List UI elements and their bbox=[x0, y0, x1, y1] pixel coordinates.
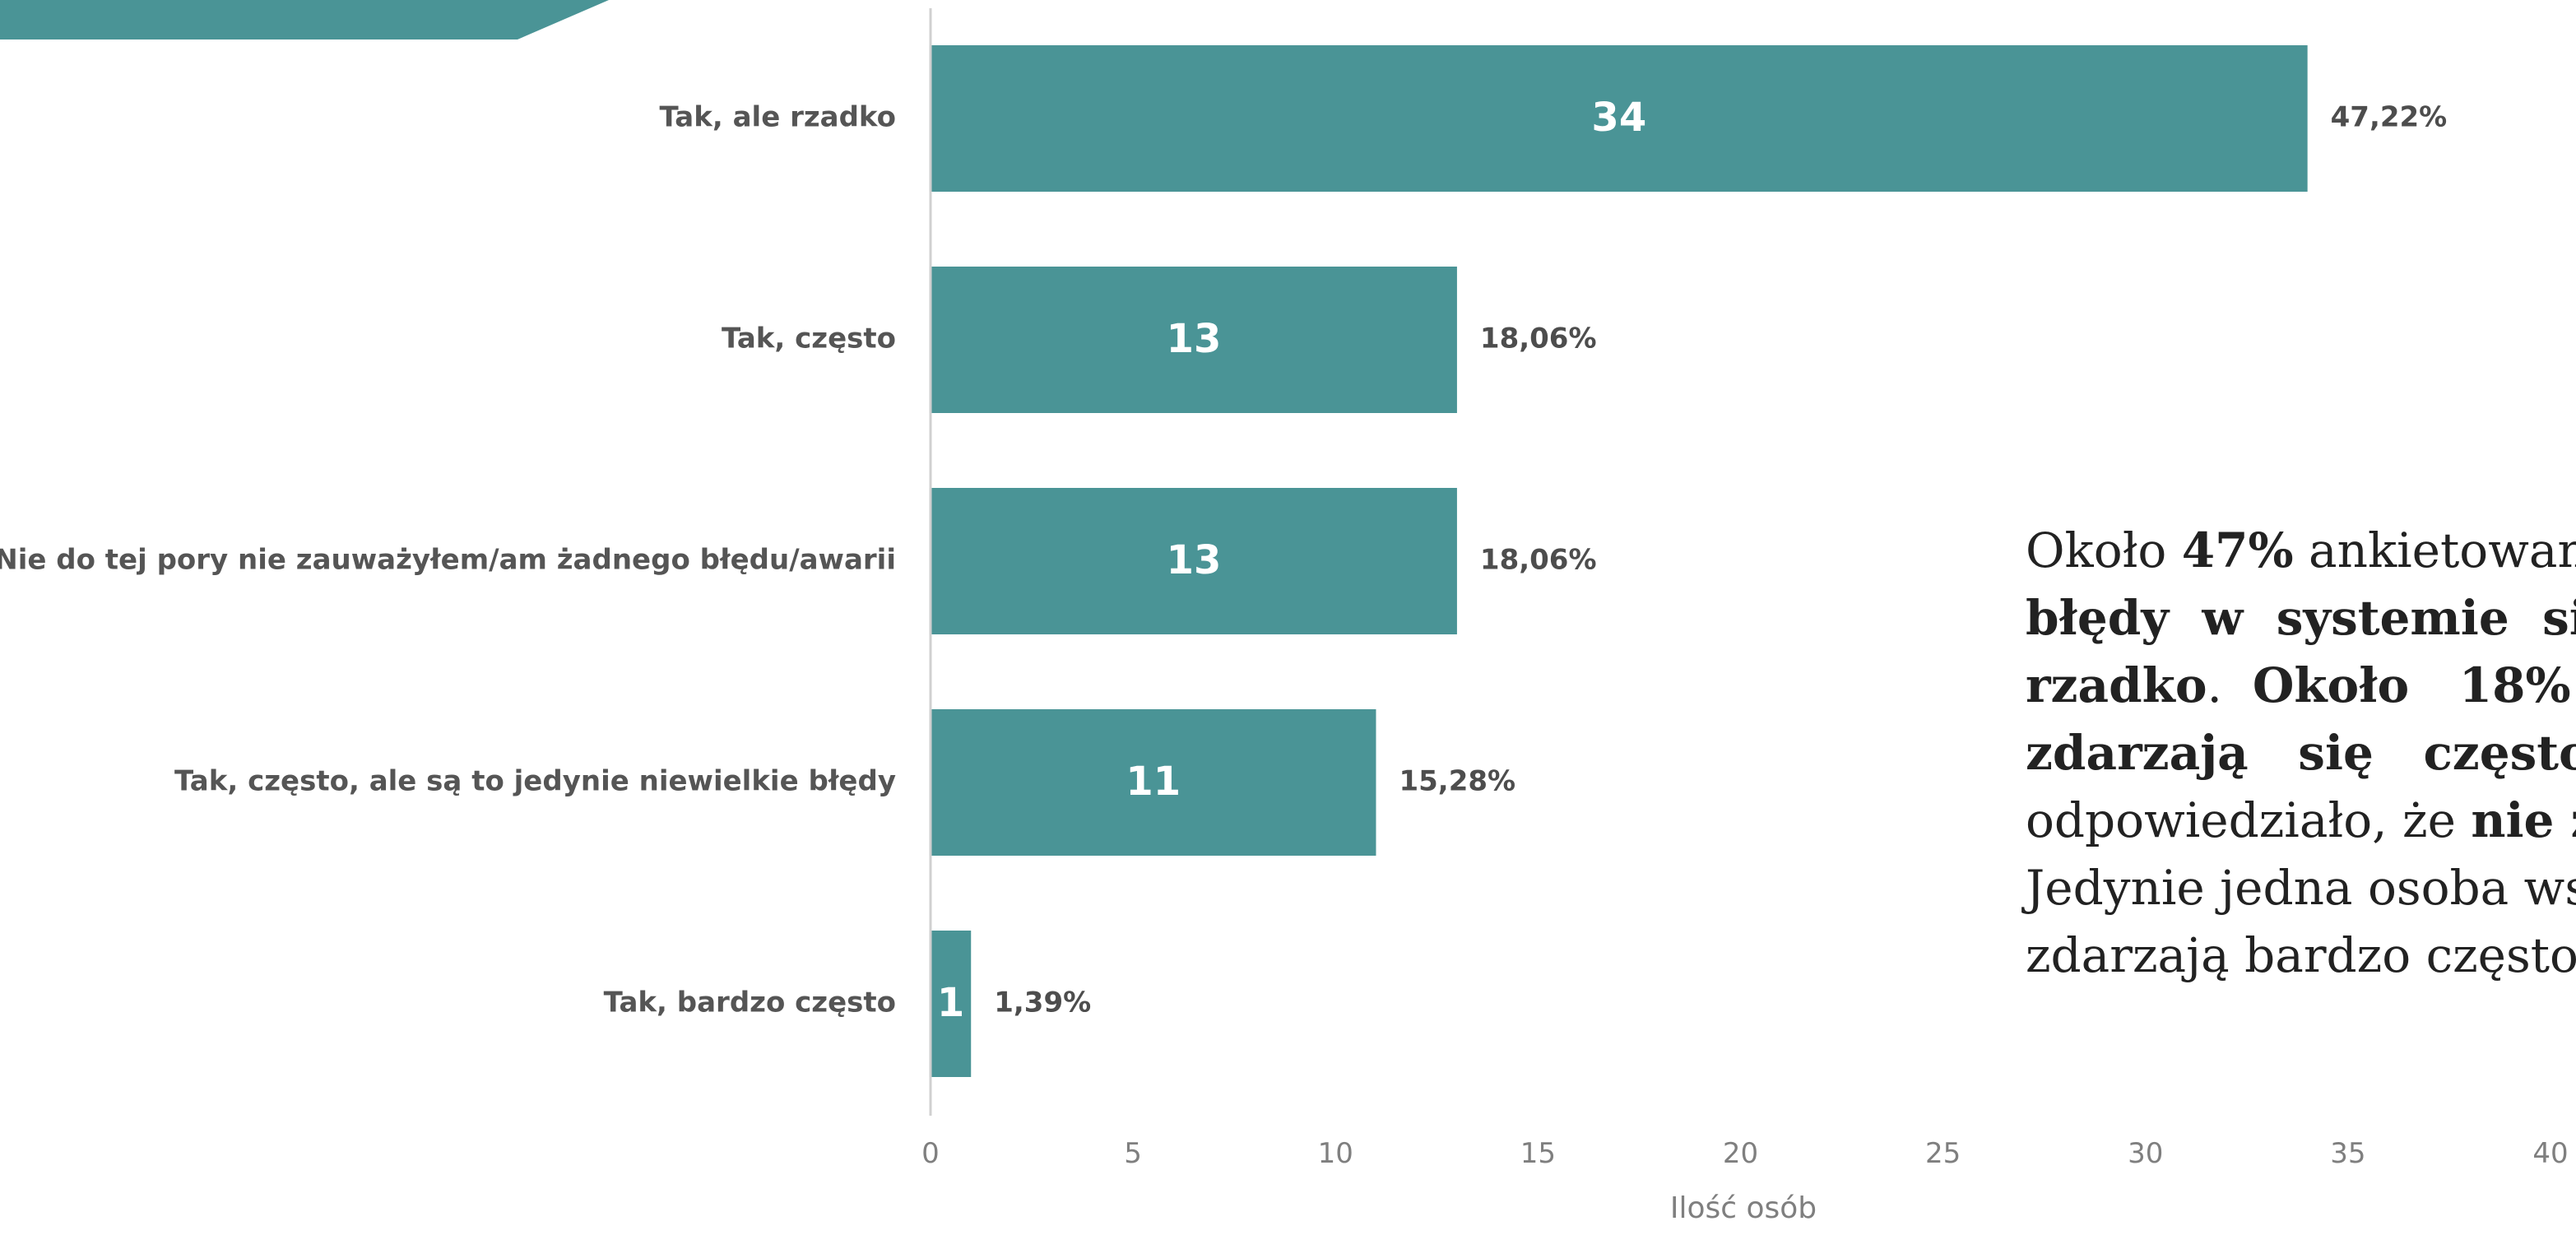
banner-title: Firma posiada system ERP? bbox=[8, 1192, 425, 1228]
bar-percent-label: 18,06% bbox=[1480, 544, 1597, 577]
comment-text-segment: . bbox=[2207, 657, 2253, 713]
category-label: Tak, często bbox=[722, 323, 896, 355]
comment-bold-text: rzadko bbox=[2026, 657, 2207, 713]
bar-value-label: 11 bbox=[1126, 759, 1181, 805]
bar bbox=[931, 45, 2308, 192]
category-label: Tak, często, ale są to jedynie niewielki… bbox=[174, 765, 896, 798]
bar-percent-label: 15,28% bbox=[1399, 765, 1515, 798]
x-tick-label: 30 bbox=[2128, 1137, 2163, 1170]
bar-percent-label: 47,22% bbox=[2331, 101, 2448, 134]
comment-bold-text: nie zau bbox=[2471, 792, 2576, 848]
category-label: Tak, bardzo często bbox=[604, 987, 896, 1019]
x-axis-title: Ilość osób bbox=[1670, 1191, 1817, 1225]
category-label: Tak, ale rzadko bbox=[659, 101, 896, 134]
comment-line: zdarzają bardzo często. bbox=[2026, 922, 2576, 989]
comment-line: odpowiedziało, że nie zau bbox=[2026, 787, 2576, 854]
bar-value-label: 34 bbox=[1591, 95, 1646, 141]
comment-text-segment: Jedynie jedna osoba wska bbox=[2026, 860, 2576, 916]
comment-bold-text: Około 18% bbox=[2252, 657, 2571, 713]
bar-value-label: 13 bbox=[1167, 316, 1222, 362]
x-tick-label: 35 bbox=[2330, 1137, 2365, 1170]
bar bbox=[931, 709, 1376, 856]
comment-text-segment: zdarzają bardzo często. bbox=[2026, 927, 2576, 983]
comment-bold-text: zdarzają się często bbox=[2026, 725, 2576, 781]
bar-percent-label: 1,39% bbox=[994, 987, 1091, 1019]
x-tick-label: 15 bbox=[1520, 1137, 1556, 1170]
comment-line: zdarzają się często bbox=[2026, 719, 2576, 787]
comment-line: rzadko. Około 18% bbox=[2026, 652, 2576, 719]
bar-value-label: 13 bbox=[1167, 537, 1222, 583]
comment-text: Około 47% ankietowanych błędy w systemie … bbox=[2026, 517, 2576, 989]
bar bbox=[931, 488, 1457, 634]
x-tick-label: 25 bbox=[1925, 1137, 1961, 1170]
comment-bold-text: 47% bbox=[2181, 522, 2294, 578]
title-banner bbox=[0, 0, 609, 39]
comment-bold-text: błędy w systemie się bbox=[2026, 590, 2576, 646]
comment-line: Jedynie jedna osoba wska bbox=[2026, 854, 2576, 922]
comment-text-segment: odpowiedziało, że bbox=[2026, 792, 2472, 848]
x-tick-label: 20 bbox=[1723, 1137, 1758, 1170]
comment-line: błędy w systemie się bbox=[2026, 584, 2576, 652]
comment-text-segment: ankietowanych bbox=[2309, 522, 2576, 578]
bar bbox=[931, 267, 1457, 413]
comment-text-segment: Około bbox=[2026, 522, 2182, 578]
x-tick-label: 10 bbox=[1318, 1137, 1353, 1170]
bar-value-label: 1 bbox=[937, 980, 964, 1026]
bar-percent-label: 18,06% bbox=[1480, 323, 1597, 355]
comment-line: Około 47% ankietowanych bbox=[2026, 517, 2576, 584]
category-label: Nie do tej pory nie zauważyłem/am żadneg… bbox=[0, 544, 896, 577]
x-tick-label: 5 bbox=[1124, 1137, 1142, 1170]
x-tick-label: 40 bbox=[2532, 1137, 2568, 1170]
x-tick-label: 0 bbox=[921, 1137, 940, 1170]
bar bbox=[931, 931, 972, 1077]
